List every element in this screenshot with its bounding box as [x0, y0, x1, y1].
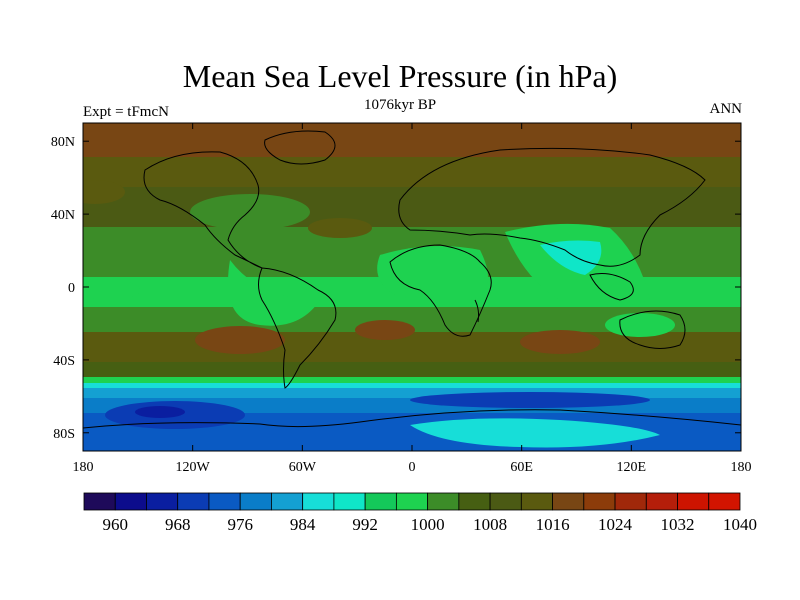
south-subtropic-band	[83, 332, 741, 362]
north-america-coast	[143, 151, 263, 269]
lon-tick-label: 60E	[510, 460, 533, 475]
africa-coast	[389, 244, 492, 337]
colorbar-swatch	[302, 492, 335, 511]
colorbar-swatch	[239, 492, 272, 511]
colorbar-swatch	[677, 492, 710, 511]
australian-low	[605, 313, 675, 337]
colorbar-swatch	[583, 492, 616, 511]
colorbar-label: 1000	[411, 515, 445, 534]
storm-track-band-2	[83, 383, 741, 388]
deep-low-core	[135, 406, 185, 418]
colorbar-swatch	[395, 492, 429, 511]
lon-tick-label: 60W	[289, 460, 317, 475]
indian-sector-low	[410, 392, 650, 408]
longitude-axis: 180 120W 60W 0 60E 120E 180	[73, 123, 752, 475]
colorbar-swatch	[146, 492, 179, 511]
lon-tick-label: 0	[409, 460, 416, 475]
pacific-high-west	[83, 180, 125, 204]
south-mid-band	[83, 362, 741, 377]
latitude-axis: 80N 40N 0 40S 80S	[51, 135, 741, 442]
indian-ocean-high	[520, 330, 600, 354]
lon-tick-label: 120E	[617, 460, 647, 475]
antarctic-high	[410, 418, 660, 448]
colorbar-label: 1032	[661, 515, 695, 534]
map-subtitle: 1076kyr BP	[363, 97, 437, 113]
colorbar-swatch	[333, 492, 366, 511]
antarctica-coast	[83, 409, 741, 429]
lat-tick-label: 80N	[51, 135, 75, 150]
colorbar-swatch	[427, 492, 460, 511]
monsoon-core	[540, 240, 602, 275]
maritime-continent-coast	[589, 273, 634, 301]
colorbar-label: 968	[165, 515, 191, 534]
colorbar-swatch	[114, 492, 147, 511]
atlantic-low	[190, 194, 310, 230]
south-america-coast	[258, 267, 337, 389]
colorbar-swatch	[552, 492, 585, 511]
azores-high	[308, 218, 372, 238]
madagascar-coast	[474, 299, 480, 323]
map-title: Mean Sea Level Pressure (in hPa)	[182, 58, 618, 94]
colorbar-label: 1040	[723, 515, 757, 534]
lat-tick-label: 40N	[51, 208, 75, 223]
colorbar-swatch	[645, 492, 678, 511]
colorbar-swatch	[520, 492, 553, 511]
lon-tick-label: 120W	[176, 460, 211, 475]
colorbar-label: 992	[352, 515, 378, 534]
colorbar-swatch	[489, 492, 522, 511]
lat-tick-label: 0	[68, 281, 75, 296]
storm-track-band-1	[83, 377, 741, 383]
season-label: ANN	[709, 101, 743, 117]
colorbar-swatch	[177, 492, 210, 511]
pacific-equatorial-low	[83, 280, 140, 300]
pressure-field	[83, 123, 741, 451]
lat-tick-label: 80S	[53, 427, 75, 442]
south-america-low	[228, 260, 320, 326]
australia-coast	[619, 310, 686, 349]
colorbar-swatch	[271, 492, 304, 511]
colorbar-swatch	[708, 492, 741, 511]
colorbar-label: 960	[102, 515, 128, 534]
colorbar-swatch	[364, 492, 397, 511]
african-low	[377, 246, 488, 302]
lon-tick-label: 180	[73, 460, 94, 475]
colorbar-label: 1016	[536, 515, 570, 534]
lon-tick-label: 180	[731, 460, 752, 475]
colorbar-label: 984	[290, 515, 316, 534]
coastlines	[83, 130, 741, 429]
subpolar-band	[83, 157, 741, 187]
eurasia-coast	[398, 147, 706, 267]
greenland-coast	[264, 130, 336, 165]
colorbar-label: 1024	[598, 515, 633, 534]
colorbar-label: 1008	[473, 515, 507, 534]
colorbar-swatch	[458, 492, 491, 511]
lat-tick-label: 40S	[53, 354, 75, 369]
colorbar-label: 976	[227, 515, 253, 534]
colorbar-swatch	[83, 492, 116, 511]
colorbar-swatch	[208, 492, 241, 511]
experiment-label: Expt = tFmcN	[83, 104, 169, 120]
north-mid-band	[83, 187, 741, 227]
southern-ocean-band-1	[83, 388, 741, 398]
colorbar: 960 968 976 984 992 1000 1008 1016 1024 1032 1040	[83, 492, 757, 534]
south-atlantic-high	[355, 320, 415, 340]
colorbar-swatch	[614, 492, 647, 511]
south-pacific-high	[195, 326, 285, 354]
